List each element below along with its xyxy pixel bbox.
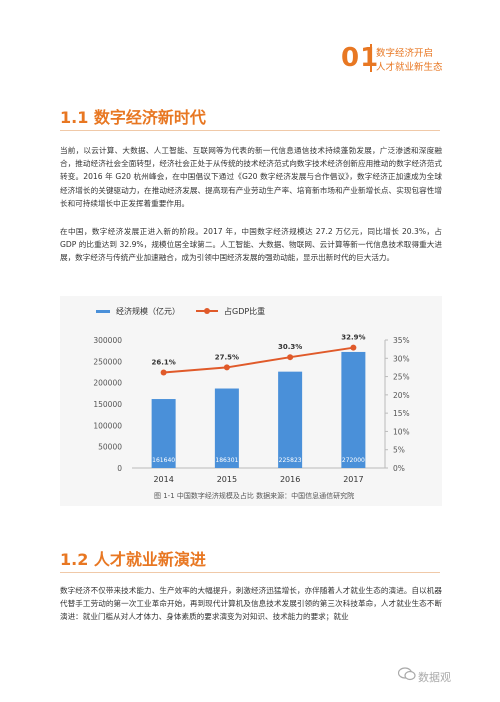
- y-left-tick-label: 50000: [98, 443, 122, 452]
- legend-swatch-bar: [96, 310, 110, 313]
- section-1-title: 1.1 数字经济新时代: [60, 108, 206, 127]
- line-value-label: 27.5%: [215, 353, 239, 361]
- x-tick-label: 2014: [153, 475, 173, 484]
- y-left-tick-label: 250000: [93, 357, 122, 366]
- watermark: 数据观: [418, 671, 451, 684]
- bar: [278, 371, 303, 468]
- line-point: [350, 344, 357, 351]
- line-value-label: 30.3%: [278, 343, 302, 351]
- legend-label-bar: 经济规模（亿元）: [116, 307, 180, 316]
- section-1-rule: [60, 130, 440, 131]
- chapter-divider: [370, 44, 372, 72]
- bar-value-label: 272000: [342, 457, 365, 464]
- chapter-number: 01: [341, 43, 380, 73]
- x-tick-label: 2015: [217, 475, 237, 484]
- y-left-tick-label: 100000: [93, 421, 122, 430]
- y-right-tick-label: 20%: [393, 391, 410, 400]
- line-point: [223, 364, 230, 371]
- line-point: [287, 354, 294, 361]
- x-tick-label: 2017: [343, 475, 363, 484]
- bar: [341, 351, 366, 468]
- chapter-title-line1: 数字经济开启: [376, 48, 434, 59]
- y-left-tick-label: 150000: [93, 400, 122, 409]
- legend-label-line: 占GDP比重: [224, 307, 266, 316]
- figure-caption: 图 1-1 中国数字经济规模及占比 数据来源：中国信息通信研究院: [154, 492, 355, 500]
- series-line: [163, 346, 354, 374]
- chart-panel: 经济规模（亿元） 占GDP比重 0 50000 100000 150000 200000…: [60, 296, 442, 506]
- section-2-rule: [60, 572, 440, 573]
- y-left-tick-label: 200000: [93, 379, 122, 388]
- line-value-label: 32.9%: [341, 334, 365, 342]
- y-right-tick-label: 30%: [393, 354, 410, 363]
- y-right-tick-label: 25%: [393, 373, 410, 382]
- y-left-tick-label: 300000: [93, 336, 122, 345]
- y-right-tick-label: 15%: [393, 409, 410, 418]
- bar-value-label: 225823: [279, 457, 302, 464]
- y-right-tick-label: 0%: [393, 464, 405, 473]
- chart-svg: 0 50000 100000 150000 200000 250000 300000 0% 5%…: [93, 334, 410, 484]
- bar: [151, 399, 176, 468]
- wechat-icon: [398, 667, 416, 681]
- bar: [214, 388, 239, 468]
- y-right-tick-label: 10%: [393, 427, 410, 436]
- bar-value-label: 186301: [215, 457, 238, 464]
- chapter-title-line2: 人才就业新生态: [376, 62, 443, 73]
- x-tick-label: 2016: [280, 475, 300, 484]
- y-right-tick-label: 5%: [393, 446, 405, 455]
- line-value-label: 26.1%: [151, 359, 175, 367]
- section-2-title: 1.2 人才就业新演进: [60, 550, 206, 569]
- line-point: [160, 369, 167, 376]
- section-1-paragraph-2: 在中国，数字经济发展正进入新的阶段。2017 年，中国数字经济规模达 27.2 …: [60, 227, 442, 263]
- y-left-tick-label: 0: [117, 464, 122, 473]
- section-2-paragraph-1: 数字经济不仅带来技术能力、生产效率的大幅提升，刺激经济迅猛增长，亦伴随着人才就业…: [60, 586, 442, 622]
- legend-swatch-dot: [204, 308, 210, 314]
- y-right-tick-label: 35%: [393, 336, 410, 345]
- bar-value-label: 161640: [152, 457, 175, 464]
- section-1-paragraph-1: 当前，以云计算、大数据、人工智能、互联网等为代表的新一代信息通信技术持续蓬勃发展…: [60, 146, 442, 208]
